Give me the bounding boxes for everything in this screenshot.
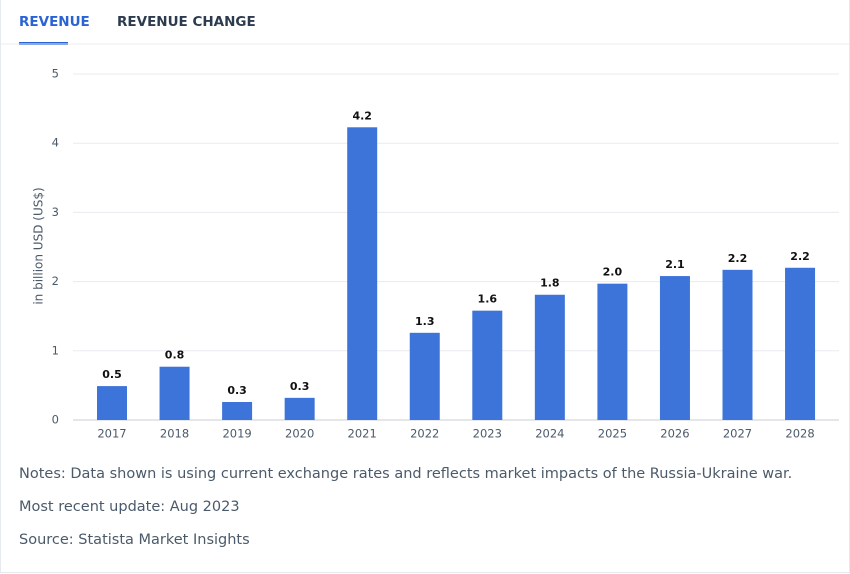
x-tick-label: 2023 — [473, 427, 502, 441]
x-tick-label: 2025 — [598, 427, 627, 441]
bar — [785, 267, 816, 420]
y-tick-label: 1 — [52, 343, 59, 357]
bar — [284, 397, 315, 420]
data-label: 2.0 — [603, 266, 623, 279]
note: Source: Statista Market Insights — [19, 532, 250, 548]
y-tick-label: 5 — [52, 67, 59, 81]
bar — [597, 283, 628, 420]
chart: REVENUE REVENUE CHANGE in billion USD (U… — [1, 14, 849, 441]
x-tick-label: 2019 — [222, 427, 251, 441]
x-tick-label: 2027 — [723, 427, 752, 441]
x-tick-label: 2018 — [160, 427, 189, 441]
x-tick-label: 2024 — [535, 427, 564, 441]
data-label: 0.3 — [290, 380, 310, 393]
bar — [222, 402, 253, 420]
x-tick-label: 2020 — [285, 427, 314, 441]
data-label: 0.5 — [102, 368, 122, 381]
bar — [97, 386, 127, 420]
x-tick-label: 2026 — [660, 427, 689, 441]
note: Notes: Data shown is using current excha… — [19, 466, 793, 482]
bar — [159, 366, 190, 420]
bar — [534, 294, 565, 420]
data-label: 1.8 — [540, 277, 560, 290]
y-tick-label: 2 — [52, 274, 59, 288]
y-tick-label: 0 — [52, 413, 59, 427]
bar — [722, 269, 753, 420]
x-tick-label: 2017 — [97, 427, 126, 441]
tab-active[interactable]: REVENUE — [19, 14, 90, 30]
bar — [409, 332, 440, 420]
bar — [472, 310, 503, 420]
y-tick-label: 4 — [52, 136, 59, 150]
x-tick-label: 2021 — [348, 427, 377, 441]
note: Most recent update: Aug 2023 — [19, 499, 240, 515]
data-label: 4.2 — [352, 109, 372, 122]
data-label: 1.3 — [415, 315, 435, 328]
bar — [347, 127, 378, 420]
bar — [659, 276, 690, 420]
x-tick-label: 2028 — [785, 427, 814, 441]
data-label: 0.3 — [227, 384, 247, 397]
tab[interactable]: REVENUE CHANGE — [117, 14, 256, 30]
data-label: 2.2 — [728, 252, 748, 265]
y-tick-label: 3 — [52, 205, 59, 219]
data-label: 1.6 — [478, 293, 498, 306]
y-axis-label: in billion USD (US$) — [32, 187, 46, 304]
data-label: 0.8 — [165, 349, 185, 362]
data-label: 2.2 — [790, 250, 810, 263]
x-tick-label: 2022 — [410, 427, 439, 441]
data-label: 2.1 — [665, 258, 685, 271]
